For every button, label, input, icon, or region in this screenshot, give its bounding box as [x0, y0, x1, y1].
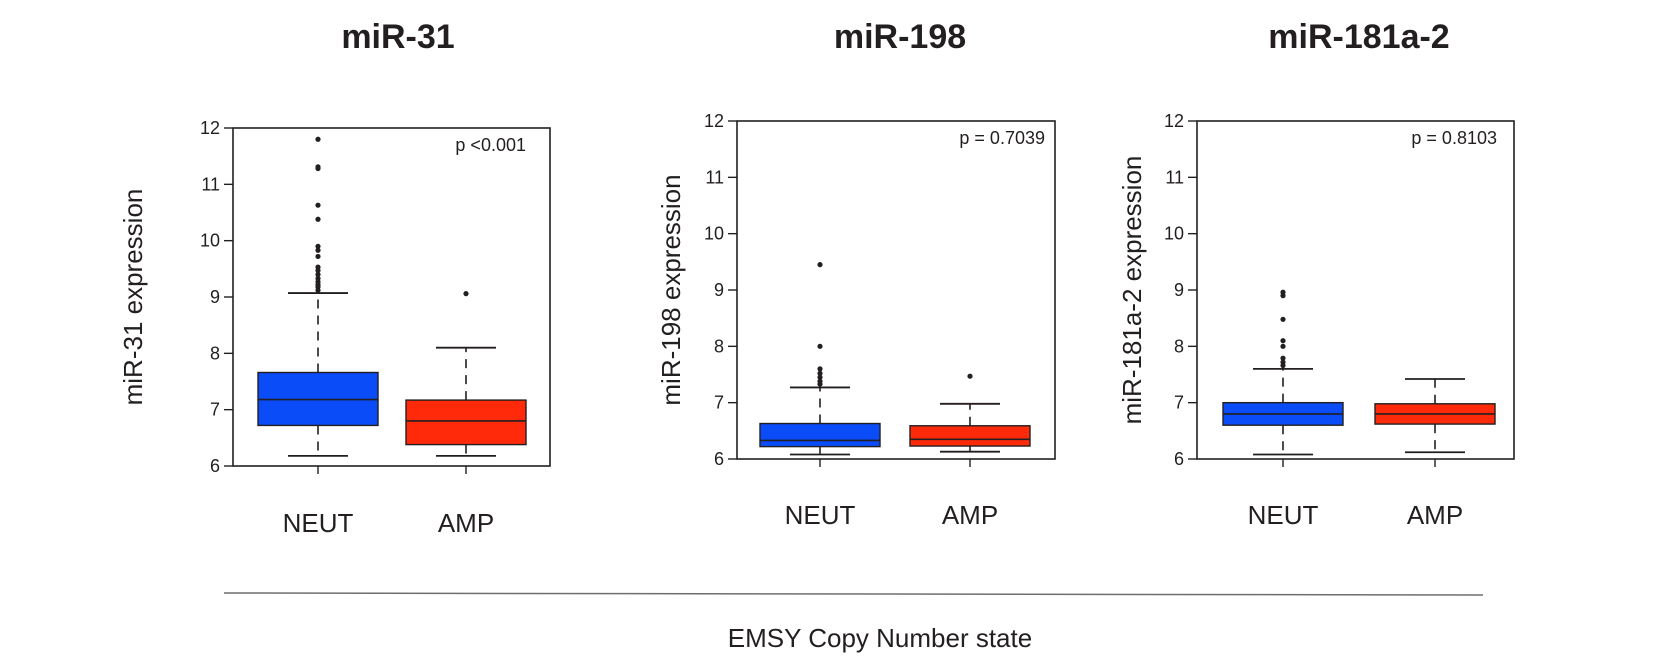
y-tick-label: 10	[1164, 224, 1184, 244]
outlier-point	[1280, 359, 1286, 365]
y-tick-label: 6	[210, 456, 220, 476]
category-label: NEUT	[1248, 500, 1319, 530]
outlier-point	[817, 343, 823, 349]
p-value-annotation: p = 0.8103	[1411, 128, 1497, 148]
panel-title: miR-31	[341, 18, 454, 56]
divider-line	[223, 592, 1484, 596]
y-tick-label: 11	[1165, 167, 1184, 187]
outlier-point	[315, 164, 321, 170]
figure-xlabel: EMSY Copy Number state	[728, 623, 1032, 653]
y-tick-label: 6	[714, 449, 724, 469]
box-amp	[405, 399, 527, 446]
panel-title: miR-198	[834, 18, 966, 56]
y-tick-label: 6	[1174, 449, 1184, 469]
y-axis-label: miR-31 expression	[118, 189, 148, 406]
outlier-point	[817, 378, 823, 384]
y-tick-label: 7	[714, 393, 724, 413]
outlier-point	[315, 243, 321, 249]
category-label: AMP	[942, 500, 998, 530]
outlier-point	[817, 262, 823, 268]
outlier-point	[315, 264, 321, 270]
y-tick-label: 10	[200, 231, 220, 251]
y-tick-label: 9	[1174, 280, 1184, 300]
outlier-point	[817, 374, 823, 380]
y-axis-label: miR-198 expression	[656, 174, 686, 405]
y-tick-label: 8	[714, 336, 724, 356]
p-value-annotation: p = 0.7039	[959, 128, 1045, 148]
y-tick-label: 9	[210, 287, 220, 307]
panel-title: miR-181a-2	[1268, 18, 1449, 56]
category-label: NEUT	[283, 508, 354, 538]
box-neut	[759, 422, 881, 448]
y-tick-label: 7	[210, 400, 220, 420]
outlier-point	[967, 373, 973, 379]
y-tick-label: 12	[200, 118, 220, 138]
y-tick-label: 12	[704, 111, 724, 131]
outlier-point	[817, 366, 823, 372]
outlier-point	[315, 275, 321, 282]
outlier-point	[315, 216, 321, 222]
category-label: AMP	[438, 508, 494, 538]
outlier-point	[315, 136, 321, 142]
outlier-point	[315, 253, 321, 260]
outlier-point	[463, 291, 469, 297]
p-value-annotation: p <0.001	[455, 135, 526, 155]
category-label: AMP	[1407, 500, 1463, 530]
y-axis-label: miR-181a-2 expression	[1117, 156, 1147, 425]
category-label: NEUT	[785, 500, 856, 530]
y-tick-label: 8	[210, 343, 220, 363]
y-tick-label: 11	[201, 174, 220, 194]
y-tick-label: 12	[1164, 111, 1184, 131]
outlier-point	[1280, 338, 1286, 344]
outlier-point	[1280, 343, 1286, 349]
y-tick-label: 7	[1174, 393, 1184, 413]
outlier-point	[817, 370, 823, 376]
outlier-point	[315, 202, 321, 208]
box-amp	[909, 425, 1031, 447]
y-tick-label: 8	[1174, 336, 1184, 356]
y-tick-label: 11	[705, 167, 724, 187]
outlier-point	[1280, 316, 1286, 322]
y-tick-label: 10	[704, 224, 724, 244]
outlier-point	[315, 271, 321, 278]
outlier-point	[1280, 355, 1286, 361]
plot-frame	[736, 120, 1056, 460]
y-tick-label: 9	[714, 280, 724, 300]
outlier-point	[315, 247, 321, 253]
outlier-point	[1280, 289, 1286, 295]
